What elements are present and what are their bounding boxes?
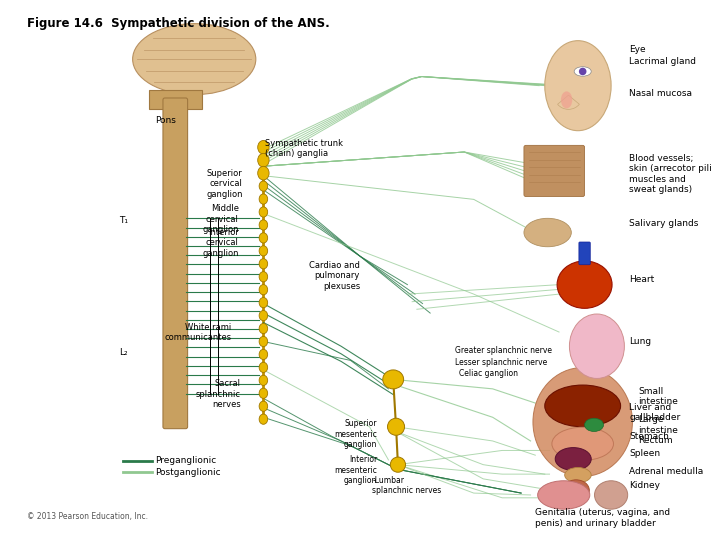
Ellipse shape — [545, 40, 611, 131]
Text: Kidney: Kidney — [629, 481, 660, 490]
Ellipse shape — [259, 220, 268, 230]
Text: Stomach: Stomach — [629, 432, 669, 441]
Ellipse shape — [258, 166, 269, 180]
Ellipse shape — [259, 323, 268, 334]
Ellipse shape — [555, 448, 591, 470]
Ellipse shape — [259, 194, 268, 204]
Ellipse shape — [538, 481, 590, 509]
Ellipse shape — [258, 140, 269, 154]
Ellipse shape — [258, 153, 269, 167]
Text: Superior
mesenteric
ganglion: Superior mesenteric ganglion — [334, 419, 377, 449]
Ellipse shape — [259, 246, 268, 256]
Ellipse shape — [524, 218, 571, 247]
Text: Sacral
splanchnic
nerves: Sacral splanchnic nerves — [196, 380, 240, 409]
Text: Salivary glands: Salivary glands — [629, 219, 698, 227]
Ellipse shape — [574, 67, 591, 76]
Ellipse shape — [557, 261, 612, 308]
Text: Interior
mesenteric
ganglion: Interior mesenteric ganglion — [334, 455, 377, 485]
Text: Celiac ganglion: Celiac ganglion — [459, 369, 518, 378]
Text: -Lumbar
splanchnic nerves: -Lumbar splanchnic nerves — [372, 476, 441, 495]
FancyBboxPatch shape — [579, 242, 590, 265]
Ellipse shape — [259, 233, 268, 243]
Wedge shape — [557, 95, 580, 110]
Ellipse shape — [259, 207, 268, 217]
Text: Postganglionic: Postganglionic — [156, 468, 221, 477]
Text: Spleen: Spleen — [629, 449, 660, 458]
FancyBboxPatch shape — [524, 145, 585, 197]
Text: Adrenal medulla: Adrenal medulla — [629, 467, 703, 476]
Ellipse shape — [579, 68, 587, 75]
Ellipse shape — [259, 298, 268, 308]
Text: Superior
cervical
ganglion: Superior cervical ganglion — [206, 169, 243, 199]
Text: Interior
cervical
ganglion: Interior cervical ganglion — [202, 228, 239, 258]
Text: Rectum: Rectum — [639, 436, 673, 444]
Ellipse shape — [259, 310, 268, 321]
Ellipse shape — [570, 314, 624, 379]
Text: Sympathetic trunk
(chain) ganglia: Sympathetic trunk (chain) ganglia — [265, 139, 343, 158]
Text: Lung: Lung — [629, 337, 651, 346]
Ellipse shape — [552, 427, 613, 461]
Ellipse shape — [595, 481, 628, 509]
Ellipse shape — [132, 24, 256, 94]
Text: Greater splanchnic nerve: Greater splanchnic nerve — [455, 347, 552, 355]
Ellipse shape — [545, 385, 621, 427]
Ellipse shape — [585, 418, 603, 431]
Text: Pons: Pons — [156, 116, 176, 125]
Ellipse shape — [533, 368, 632, 476]
Text: © 2013 Pearson Education, Inc.: © 2013 Pearson Education, Inc. — [27, 512, 148, 521]
Ellipse shape — [259, 181, 268, 191]
Text: Genitalia (uterus, vagina, and
penis) and urinary bladder: Genitalia (uterus, vagina, and penis) an… — [535, 508, 670, 528]
Ellipse shape — [259, 259, 268, 269]
Text: Large
intestine: Large intestine — [639, 415, 678, 435]
Ellipse shape — [259, 336, 268, 347]
Ellipse shape — [259, 349, 268, 360]
Text: Lacrimal gland: Lacrimal gland — [629, 57, 696, 66]
Text: Cardiao and
pulmonary
plexuses: Cardiao and pulmonary plexuses — [309, 261, 360, 291]
Ellipse shape — [387, 418, 405, 435]
Text: Nasal mucosa: Nasal mucosa — [629, 89, 692, 98]
Text: Middle
cervical
ganglion: Middle cervical ganglion — [202, 204, 239, 234]
Text: Blood vessels;
skin (arrecotor pili
muscles and
sweat glands): Blood vessels; skin (arrecotor pili musc… — [629, 154, 712, 194]
Polygon shape — [149, 90, 202, 110]
Text: L₂: L₂ — [120, 348, 128, 357]
FancyBboxPatch shape — [163, 98, 188, 429]
Text: T₁: T₁ — [119, 215, 128, 225]
Ellipse shape — [563, 480, 589, 501]
Text: Small
intestine: Small intestine — [639, 387, 678, 407]
Text: Liver and
gallbladder: Liver and gallbladder — [629, 403, 680, 422]
Ellipse shape — [259, 414, 268, 424]
Ellipse shape — [564, 468, 591, 483]
Ellipse shape — [561, 91, 572, 109]
Ellipse shape — [259, 362, 268, 373]
Ellipse shape — [259, 375, 268, 386]
Text: Figure 14.6  Sympathetic division of the ANS.: Figure 14.6 Sympathetic division of the … — [27, 17, 329, 30]
Text: Heart: Heart — [629, 275, 654, 285]
Text: Eye: Eye — [629, 45, 646, 54]
Ellipse shape — [383, 370, 404, 389]
Ellipse shape — [390, 457, 405, 472]
Ellipse shape — [259, 272, 268, 282]
Text: Lesser splanchnic nerve: Lesser splanchnic nerve — [455, 358, 547, 367]
Ellipse shape — [259, 401, 268, 411]
Ellipse shape — [259, 388, 268, 399]
Text: Preganglionic: Preganglionic — [156, 456, 217, 465]
Ellipse shape — [259, 285, 268, 295]
Text: White rami
communicantes: White rami communicantes — [164, 322, 231, 342]
